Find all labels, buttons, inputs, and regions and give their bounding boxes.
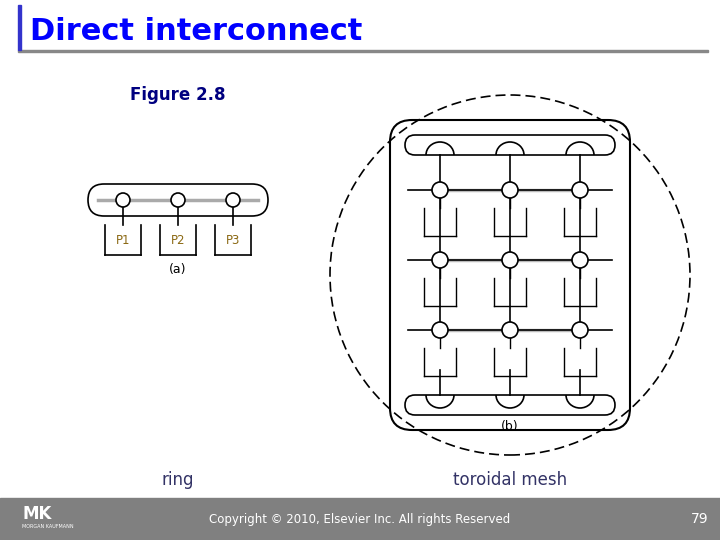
FancyBboxPatch shape xyxy=(88,184,268,216)
FancyBboxPatch shape xyxy=(405,395,615,415)
Text: Direct interconnect: Direct interconnect xyxy=(30,17,362,46)
Text: toroidal mesh: toroidal mesh xyxy=(453,471,567,489)
Text: (b): (b) xyxy=(501,420,519,433)
Text: (a): (a) xyxy=(169,263,186,276)
Circle shape xyxy=(572,252,588,268)
Circle shape xyxy=(116,193,130,207)
Bar xyxy=(18,50,708,52)
Circle shape xyxy=(226,193,240,207)
Circle shape xyxy=(432,252,448,268)
Circle shape xyxy=(572,182,588,198)
Text: P3: P3 xyxy=(226,233,240,246)
Text: Figure 2.8: Figure 2.8 xyxy=(130,86,226,104)
Text: P1: P1 xyxy=(116,233,130,246)
Text: ring: ring xyxy=(162,471,194,489)
Circle shape xyxy=(502,182,518,198)
Bar xyxy=(0,498,720,540)
Text: MK: MK xyxy=(22,505,51,523)
Circle shape xyxy=(171,193,185,207)
Bar xyxy=(18,5,21,50)
Circle shape xyxy=(432,322,448,338)
Circle shape xyxy=(432,182,448,198)
Text: Copyright © 2010, Elsevier Inc. All rights Reserved: Copyright © 2010, Elsevier Inc. All righ… xyxy=(210,512,510,525)
Circle shape xyxy=(502,252,518,268)
Text: MORGAN KAUFMANN: MORGAN KAUFMANN xyxy=(22,523,73,529)
Text: P2: P2 xyxy=(171,233,185,246)
FancyBboxPatch shape xyxy=(405,135,615,155)
Circle shape xyxy=(572,322,588,338)
Text: 79: 79 xyxy=(691,512,708,526)
Circle shape xyxy=(502,322,518,338)
